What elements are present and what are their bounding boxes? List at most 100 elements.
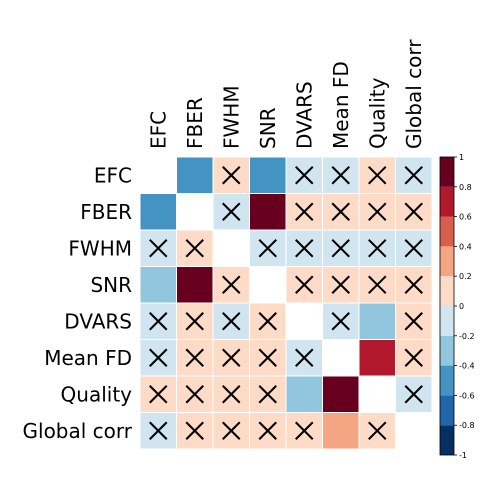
cross-snr-dvars <box>295 275 314 294</box>
cell-global-corr-fber <box>176 412 214 450</box>
cross-global-corr-fwhm <box>222 421 241 440</box>
cross-efc-global-corr <box>404 166 423 185</box>
row-label-fber: FBER <box>80 200 132 224</box>
colorbar-tick-label: 0.6 <box>459 213 472 222</box>
cell-quality-dvars <box>285 375 323 413</box>
cross-dvars-fwhm <box>222 312 241 331</box>
cell-snr-global-corr <box>395 266 433 304</box>
cross-quality-fber <box>185 385 204 404</box>
cell-snr-fber <box>176 266 214 304</box>
cell-efc-fber <box>176 156 214 194</box>
cross-dvars-efc <box>149 312 168 331</box>
cross-fwhm-global-corr <box>404 239 423 258</box>
cross-fber-fwhm <box>222 202 241 221</box>
cross-dvars-mean-fd <box>331 312 350 331</box>
heatmap-cells <box>139 156 433 450</box>
cross-quality-snr <box>258 385 277 404</box>
cell-efc-snr <box>249 156 287 194</box>
cross-snr-mean-fd <box>331 275 350 294</box>
cross-global-corr-dvars <box>295 421 314 440</box>
cross-fber-quality <box>368 202 387 221</box>
cross-efc-dvars <box>295 166 314 185</box>
colorbar-segment <box>440 276 454 306</box>
cross-fber-dvars <box>295 202 314 221</box>
colorbar-segment <box>440 365 454 396</box>
cell-global-corr-global-corr <box>395 412 433 450</box>
row-label-global-corr: Global corr <box>23 419 133 443</box>
cell-fber-efc <box>139 193 177 231</box>
cross-global-corr-efc <box>149 421 168 440</box>
cross-fber-mean-fd <box>331 202 350 221</box>
cross-dvars-snr <box>258 312 277 331</box>
column-label-mean-fd: Mean FD <box>329 61 353 149</box>
cross-quality-fwhm <box>222 385 241 404</box>
cell-fwhm-dvars <box>285 229 323 267</box>
colorbar-tick-label: 1 <box>459 153 464 162</box>
colorbar-tick-label: -0.6 <box>459 391 475 400</box>
column-label-fber: FBER <box>183 97 207 149</box>
cell-fber-snr <box>249 193 287 231</box>
cross-fwhm-efc <box>149 239 168 258</box>
cell-mean-fd-quality <box>358 339 396 377</box>
cell-dvars-quality <box>358 302 396 340</box>
colorbar-tick-label: -1 <box>459 451 467 460</box>
cross-global-corr-fber <box>185 421 204 440</box>
colorbar-tick-label: 0.4 <box>459 242 472 251</box>
cell-efc-efc <box>139 156 177 194</box>
cross-fber-global-corr <box>404 202 423 221</box>
column-label-fwhm: FWHM <box>219 85 243 149</box>
cross-quality-efc <box>149 385 168 404</box>
colorbar-tick-label: -0.4 <box>459 362 475 371</box>
cross-dvars-global-corr <box>404 312 423 331</box>
cell-quality-global-corr <box>395 375 433 413</box>
cross-fwhm-dvars <box>295 239 314 258</box>
row-labels: EFC FBER FWHM SNR DVARS Mean FD Quality Global … <box>23 163 133 443</box>
row-label-mean-fd: Mean FD <box>44 346 132 370</box>
column-labels: EFC FBER FWHM SNR DVARS Mean FD Quality Global … <box>146 39 426 149</box>
cross-global-corr-quality <box>368 421 387 440</box>
cross-snr-global-corr <box>404 275 423 294</box>
column-label-global-corr: Global corr <box>402 39 426 149</box>
cross-global-corr-snr <box>258 421 277 440</box>
cell-dvars-dvars <box>285 302 323 340</box>
column-label-quality: Quality <box>365 77 389 149</box>
colorbar-tick-label: -0.2 <box>459 332 475 341</box>
colorbar: 1 0.8 0.6 0.4 0.2 0 -0.2 -0.4 -0.6 -0.8 -1 <box>439 153 475 460</box>
colorbar-segment <box>440 335 454 366</box>
column-label-efc: EFC <box>146 111 170 149</box>
column-label-dvars: DVARS <box>292 81 316 149</box>
colorbar-segment <box>440 157 454 187</box>
cell-fwhm-fwhm <box>212 229 250 267</box>
cross-dvars-fber <box>185 312 204 331</box>
cross-mean-fd-fwhm <box>222 348 241 367</box>
colorbar-segment <box>440 395 454 426</box>
colorbar-tick-label: 0.8 <box>459 183 472 192</box>
cross-snr-quality <box>368 275 387 294</box>
colorbar-segment <box>440 216 454 247</box>
cross-efc-fwhm <box>222 166 241 185</box>
cell-quality-quality <box>358 375 396 413</box>
cell-snr-snr <box>249 266 287 304</box>
row-label-dvars: DVARS <box>64 309 132 333</box>
cross-mean-fd-fber <box>185 348 204 367</box>
cell-mean-fd-mean-fd <box>322 339 360 377</box>
cell-fber-fber <box>176 193 214 231</box>
cross-mean-fd-snr <box>258 348 277 367</box>
colorbar-tick-label: -0.8 <box>459 421 475 430</box>
row-label-efc: EFC <box>94 163 132 187</box>
colorbar-segment <box>440 425 454 455</box>
colorbar-segment <box>440 306 454 336</box>
cross-fwhm-mean-fd <box>331 239 350 258</box>
cross-snr-fwhm <box>222 275 241 294</box>
row-label-fwhm: FWHM <box>68 236 132 260</box>
insignificance-crosses <box>149 166 423 440</box>
colorbar-tick-label: 0 <box>459 302 464 311</box>
row-label-snr: SNR <box>90 273 132 297</box>
cross-fwhm-quality <box>368 239 387 258</box>
colorbar-segment <box>440 186 454 217</box>
cell-snr-efc <box>139 266 177 304</box>
cross-quality-global-corr <box>404 385 423 404</box>
cross-fwhm-fber <box>185 239 204 258</box>
colorbar-tick-label: 0.2 <box>459 272 472 281</box>
